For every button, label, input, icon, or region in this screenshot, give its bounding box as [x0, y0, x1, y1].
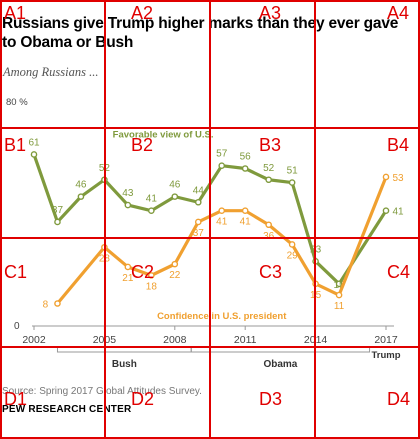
data-label: 29 — [287, 250, 299, 261]
data-label: 41 — [216, 217, 228, 228]
data-label: 44 — [193, 185, 205, 196]
data-label: 41 — [240, 217, 252, 228]
data-point — [77, 193, 85, 200]
data-label: 57 — [216, 149, 228, 160]
data-label: 36 — [263, 231, 275, 242]
x-tick-label: 2011 — [234, 334, 257, 346]
data-point — [101, 176, 108, 184]
grid-cell-label: D4 — [387, 389, 411, 409]
data-label: 18 — [146, 281, 158, 292]
era-bracket — [190, 346, 371, 353]
era-label: Obama — [263, 359, 297, 370]
data-point — [288, 241, 296, 248]
data-label: 43 — [122, 188, 134, 199]
data-label: 46 — [169, 180, 181, 191]
data-point — [54, 218, 61, 226]
grid-cell-label: B2 — [131, 135, 154, 155]
data-point — [335, 291, 343, 299]
grid-cell-label: C1 — [4, 262, 28, 282]
data-point — [171, 193, 179, 200]
grid-cell-label: C3 — [259, 262, 283, 282]
data-label: 28 — [99, 253, 111, 264]
data-label: 52 — [263, 163, 275, 174]
data-label: 22 — [169, 270, 181, 281]
x-tick-label: 2005 — [93, 334, 117, 346]
data-point — [124, 201, 132, 209]
data-point — [171, 260, 179, 268]
data-point — [194, 198, 202, 206]
data-point — [54, 300, 61, 307]
data-label: 37 — [52, 205, 64, 216]
data-label: 41 — [146, 194, 158, 205]
grid-cell-label: B4 — [387, 135, 410, 155]
data-point — [101, 243, 108, 251]
x-tick-label: 2008 — [163, 334, 187, 346]
grid-cell-label: D2 — [131, 389, 155, 409]
data-point — [288, 179, 296, 186]
grid-cell-label: B1 — [4, 135, 27, 155]
grid-cell-label: B3 — [259, 135, 282, 155]
y-axis-zero-label: 0 — [14, 321, 20, 332]
series-line — [32, 153, 388, 286]
data-label: 53 — [392, 173, 404, 184]
trump-label: Trump — [371, 350, 400, 361]
data-point — [30, 151, 38, 158]
data-point — [265, 176, 272, 184]
grid-cell-label: A2 — [131, 3, 154, 23]
data-point — [241, 165, 249, 172]
grid-cell-label: A3 — [259, 3, 282, 23]
data-point — [312, 280, 319, 288]
data-point — [312, 258, 319, 265]
data-label: 56 — [240, 152, 252, 163]
data-label: 15 — [310, 290, 322, 301]
grid-cell-label: A1 — [4, 3, 27, 23]
data-label: 46 — [75, 180, 87, 191]
data-point — [124, 263, 132, 271]
series-name-label: Confidence in U.S. president — [157, 311, 287, 322]
era-label: Bush — [112, 359, 137, 370]
data-point — [382, 173, 390, 181]
data-label: 41 — [392, 207, 404, 218]
grid-cell-label: C2 — [131, 262, 155, 282]
y-axis-top-label: 80 % — [6, 97, 28, 108]
data-label: 52 — [99, 163, 111, 174]
source-note: Source: Spring 2017 Global Attitudes Sur… — [2, 386, 202, 397]
x-tick-label: 2014 — [304, 334, 328, 346]
grid-cell-label: D1 — [4, 389, 28, 409]
data-point — [148, 207, 155, 214]
data-label: 23 — [310, 244, 322, 255]
data-point — [382, 207, 390, 214]
data-point — [218, 162, 226, 169]
era-bracket — [56, 346, 192, 353]
grid-cell-label: C4 — [387, 262, 411, 282]
data-label: 61 — [28, 137, 40, 148]
data-label: 51 — [287, 166, 299, 177]
data-label: 37 — [193, 228, 205, 239]
x-tick-label: 2002 — [22, 334, 46, 346]
grid-cell-label: D3 — [259, 389, 283, 409]
grid-cell-label: A4 — [387, 3, 410, 23]
data-point — [265, 221, 272, 229]
data-point — [194, 218, 202, 226]
data-point — [218, 207, 226, 214]
x-tick-label: 2017 — [374, 334, 398, 346]
data-point — [241, 207, 249, 214]
series-name-label: Favorable view of U.S. — [113, 130, 214, 141]
data-label: 8 — [43, 300, 49, 311]
data-label: 11 — [334, 301, 345, 312]
